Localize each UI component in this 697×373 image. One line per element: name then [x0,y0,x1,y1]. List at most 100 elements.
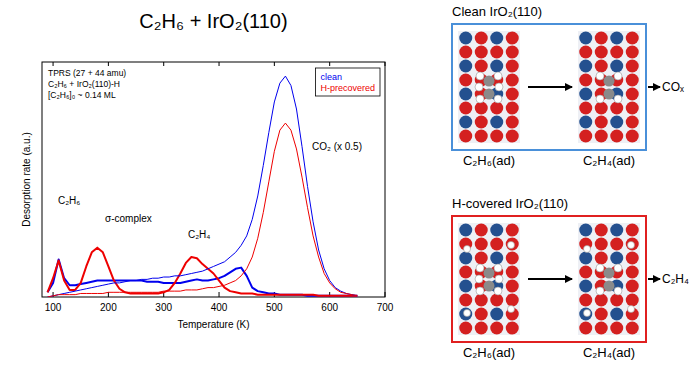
legend-entry: clean [320,72,342,82]
annotation: C₂H₆ + IrO₂(110)-H [48,79,120,89]
c-atom [484,268,495,279]
x-tick-label: 600 [321,302,338,313]
x-tick-label: 500 [266,302,283,313]
o-atom [595,251,608,264]
o-atom [595,59,608,72]
h-atom [614,287,622,295]
o-atom [506,321,519,334]
y-axis-title: Desorption rate (a.u.) [21,132,32,227]
o-atom [475,307,488,320]
o-atom [626,31,639,44]
ir-atom [459,87,472,100]
o-atom [475,237,488,250]
o-atom [506,115,519,128]
o-atom [475,129,488,142]
o-atom [579,293,592,306]
o-atom [595,307,608,320]
h-atom [494,95,502,103]
surface-h-atom [584,246,591,253]
ir-atom [490,59,503,72]
c-atom [604,76,615,87]
surface-h-atom [508,306,515,313]
ir-atom [490,307,503,320]
surface-bg [458,223,520,335]
h-atom [596,264,604,272]
c-atom [484,76,495,87]
o-atom [595,129,608,142]
ir-atom [610,31,623,44]
o-atom [459,73,472,86]
o-atom [626,223,639,236]
o-atom [595,31,608,44]
annotation: TPRS (27 + 44 amu) [48,68,126,78]
o-atom [626,87,639,100]
panel-title: H-covered IrO₂(110) [452,196,568,211]
o-atom [490,45,503,58]
arrow [528,86,572,88]
h-atom [494,72,502,80]
ir-atom [610,223,623,236]
ir-atom [579,307,592,320]
o-atom [475,251,488,264]
x-tick-top [219,62,220,66]
c-atom [484,89,495,100]
o-atom [579,129,592,142]
o-atom [626,321,639,334]
product-label: COₓ [662,80,684,94]
ir-atom [579,87,592,100]
panel-box [452,216,646,342]
x-tick-top [108,62,109,66]
series-group [48,76,358,297]
annotation: CO₂ (x 0.5) [312,141,362,152]
panel-title: Clean IrO₂(110) [452,4,542,19]
x-tick [219,292,220,297]
o-atom [459,129,472,142]
surface-bg [458,31,520,143]
o-atom [506,45,519,58]
chart: C₂H₆ + IrO₂(110)100200300400500600700Tem… [21,10,394,330]
o-atom [506,223,519,236]
h-atom [596,95,604,103]
h-atom [596,72,604,80]
series-line [48,123,358,297]
o-atom [626,115,639,128]
x-tick-top [163,62,164,66]
h-atom [614,264,622,272]
ir-atom [490,31,503,44]
surface-h-atom [464,310,471,317]
c-atom [604,281,615,292]
o-atom [475,115,488,128]
h-atom [495,275,503,283]
legend: cleanH-precovered [315,68,380,96]
o-atom [475,223,488,236]
c-atom [604,268,615,279]
ir-atom [579,251,592,264]
o-atom [610,45,623,58]
o-atom [506,101,519,114]
h-atom [494,264,502,272]
o-atom [610,321,623,334]
o-atom [626,293,639,306]
o-atom [459,265,472,278]
o-atom [490,321,503,334]
annotation: C₂H₆ [58,195,80,206]
o-atom [506,59,519,72]
x-tick-top [329,62,330,66]
o-atom [595,101,608,114]
ir-atom [579,279,592,292]
o-atom [475,31,488,44]
o-atom [579,73,592,86]
x-axis-title: Temperature (K) [177,319,249,330]
x-tick-top [53,62,54,66]
arrow [528,278,572,280]
annotation: C₂H₄ [188,229,210,240]
ir-atom [579,31,592,44]
o-atom [475,45,488,58]
ir-atom [490,223,503,236]
ir-atom [610,307,623,320]
ir-atom [579,115,592,128]
h-atom [494,287,502,295]
h-atom [476,72,484,80]
ir-atom [459,307,472,320]
h-atom [475,275,483,283]
